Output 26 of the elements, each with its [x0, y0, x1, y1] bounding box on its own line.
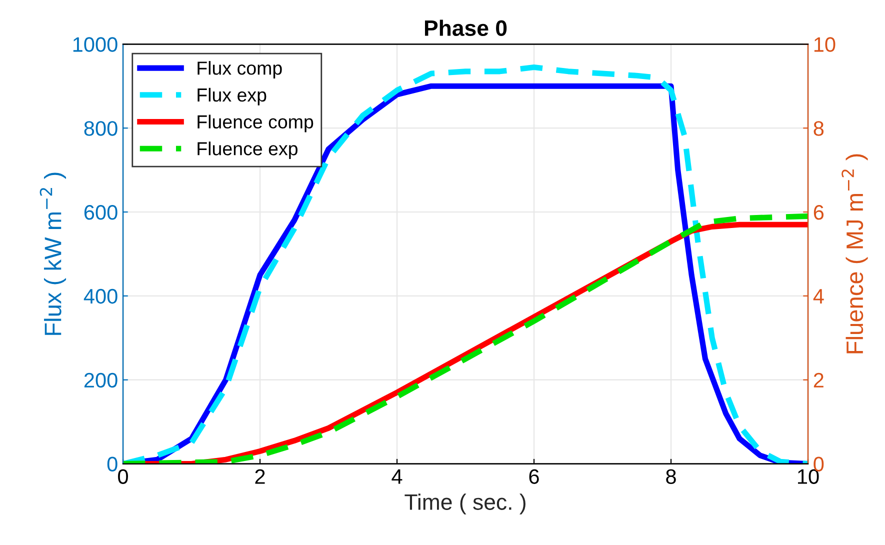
chart-title: Phase 0 [424, 20, 507, 36]
y-tick-label: 400 [84, 288, 118, 304]
y2-tick-label: 4 [813, 289, 824, 304]
y2-tick-label: 10 [814, 37, 836, 52]
y-tick-label: 0 [107, 456, 118, 472]
y-tick-label: 800 [84, 121, 118, 136]
x-axis-title: Time ( sec. ) [404, 494, 526, 514]
x-tick-label: 6 [529, 469, 539, 484]
y-axis-title: Flux ( kW m$^{−2}$ ) [40, 172, 66, 335]
y2-axis-title: Fluence ( MJ m$^{−2}$ ) [842, 154, 868, 354]
y-tick-label: 200 [84, 372, 118, 388]
y2-tick-label: 0 [814, 456, 824, 472]
x-tick-label: 10 [798, 469, 819, 484]
y-tick-label: 1000 [73, 37, 118, 52]
y2-tick-label: 8 [814, 121, 824, 136]
legend-label: Flux comp [198, 61, 282, 78]
x-tick-label: 2 [255, 469, 265, 484]
x-tick-label: 4 [392, 469, 402, 484]
y-tick-label: 600 [84, 205, 118, 220]
legend-label: Flux exp [198, 88, 266, 106]
x-tick-label: 0 [118, 469, 128, 484]
x-tick-label: 8 [666, 469, 676, 484]
legend-label: Fluence exp [198, 142, 298, 160]
legend-label: Fluence comp [198, 114, 314, 132]
y2-tick-label: 2 [814, 372, 824, 388]
y2-tick-label: 6 [814, 205, 824, 220]
